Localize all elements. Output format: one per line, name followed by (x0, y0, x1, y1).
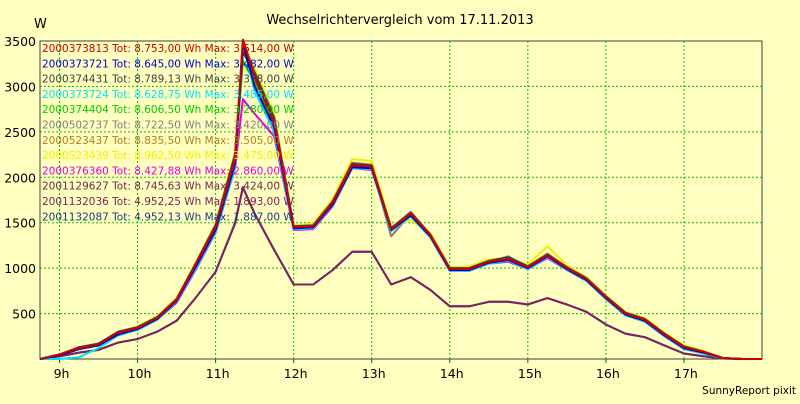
chart-title: Wechselrichtervergleich vom 17.11.2013 (266, 13, 533, 28)
legend-entry: 2001132087 Tot: 4.952,13 Wh Max: 1.887,0… (42, 211, 294, 223)
legend-entry: 2000523439 Tot: 8.962,50 Wh Max: 3.475,0… (42, 150, 294, 162)
y-tick-label: 2000 (4, 170, 36, 185)
x-tick-label: 14h (440, 366, 464, 381)
y-tick-label: 1500 (4, 216, 36, 231)
x-tick-label: 13h (362, 366, 386, 381)
y-tick-label: 500 (12, 307, 36, 322)
legend-entry: 2001132036 Tot: 4.952,25 Wh Max: 1.893,0… (42, 196, 294, 208)
y-tick-label: 2500 (4, 125, 36, 140)
x-tick-label: 15h (518, 366, 542, 381)
x-tick-label: 9h (54, 366, 70, 381)
x-tick-label: 16h (596, 366, 620, 381)
y-tick-label: 3000 (4, 79, 36, 94)
legend-entry: 2000376360 Tot: 8.427,88 Wh Max: 2.860,0… (42, 165, 294, 177)
legend-entry: 2001129627 Tot: 8.745,63 Wh Max: 3.424,0… (42, 181, 294, 193)
legend-entry: 2000373724 Tot: 8.628,75 Wh Max: 3.485,0… (42, 89, 294, 101)
x-tick-label: 10h (128, 366, 152, 381)
legend-entry: 2000373813 Tot: 8.753,00 Wh Max: 3.514,0… (42, 43, 294, 55)
x-tick-label: 17h (674, 366, 698, 381)
y-axis-label: W (34, 17, 47, 32)
series-line (39, 186, 762, 360)
x-tick-label: 12h (284, 366, 308, 381)
legend-entry: 2000374404 Tot: 8.606,50 Wh Max: 3.280,0… (42, 104, 294, 116)
footer-credit: SunnyReport pixit (702, 385, 796, 397)
y-tick-label: 3500 (4, 34, 36, 49)
series-line (39, 38, 762, 360)
plot-frame (39, 40, 763, 360)
x-tick-label: 11h (206, 366, 230, 381)
y-tick-label: 1000 (4, 261, 36, 276)
legend-entry: 2000373721 Tot: 8.645,00 Wh Max: 3.482,0… (42, 58, 294, 70)
plot-area: 500 1000 1500 2000 2500 3000 3500 9h 10h 11h 12h 13… (4, 34, 763, 381)
legend-entry: 2000523437 Tot: 8.835,50 Wh Max: 3.505,0… (42, 135, 294, 147)
legend-entry: 2000374431 Tot: 8.789,13 Wh Max: 3.378,0… (42, 74, 294, 86)
legend-entry: 2000502737 Tot: 8.722,50 Wh Max: 3.420,0… (42, 120, 294, 132)
